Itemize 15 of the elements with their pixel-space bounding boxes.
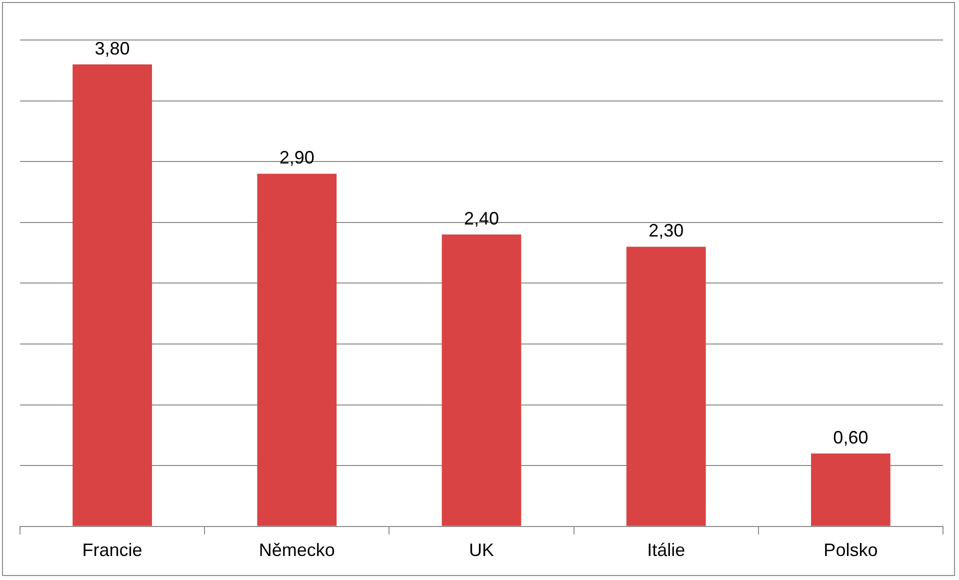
data-label: 2,30 [648, 220, 684, 241]
bar [811, 453, 890, 526]
x-tick-label: Francie [82, 540, 142, 560]
data-label: 2,40 [464, 208, 500, 229]
x-tick-label: Německo [258, 540, 335, 560]
data-label: 2,90 [279, 148, 314, 168]
bar [72, 64, 152, 526]
data-label: 3,80 [94, 38, 130, 58]
x-tick-label: Polsko [824, 540, 878, 560]
data-label: 0,60 [833, 427, 868, 448]
bar [626, 246, 706, 526]
x-tick-label: Itálie [647, 540, 686, 560]
x-tick-label: UK [468, 540, 494, 560]
bar [257, 174, 337, 526]
bar [442, 234, 522, 526]
